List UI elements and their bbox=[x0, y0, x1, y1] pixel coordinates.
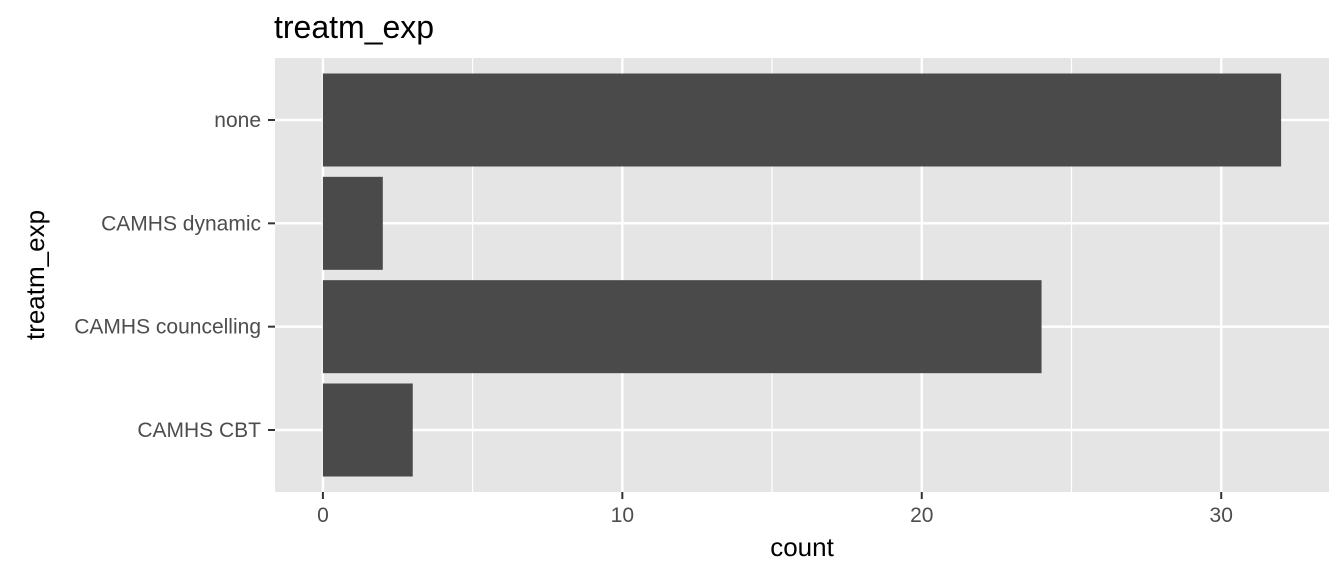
x-tick-label: 20 bbox=[910, 504, 933, 527]
bars bbox=[322, 73, 1282, 477]
bar bbox=[322, 383, 413, 477]
bar bbox=[322, 176, 383, 270]
y-axis-title: treatm_exp bbox=[20, 210, 50, 340]
y-tick-label: CAMHS dynamic bbox=[101, 212, 261, 235]
bar bbox=[322, 73, 1282, 167]
chart-title: treatm_exp bbox=[274, 9, 434, 45]
y-tick-label: none bbox=[214, 109, 261, 132]
x-axis-title: count bbox=[770, 532, 834, 562]
x-axis: 0 10 20 30 bbox=[317, 492, 1233, 527]
bar bbox=[322, 280, 1042, 374]
y-axis: CAMHS CBT CAMHS councelling CAMHS dynamic n… bbox=[74, 109, 275, 442]
x-tick-label: 30 bbox=[1210, 504, 1233, 527]
x-tick-label: 0 bbox=[317, 504, 329, 527]
y-tick-label: CAMHS CBT bbox=[137, 419, 261, 442]
x-tick-label: 10 bbox=[611, 504, 634, 527]
y-tick-label: CAMHS councelling bbox=[74, 316, 261, 339]
